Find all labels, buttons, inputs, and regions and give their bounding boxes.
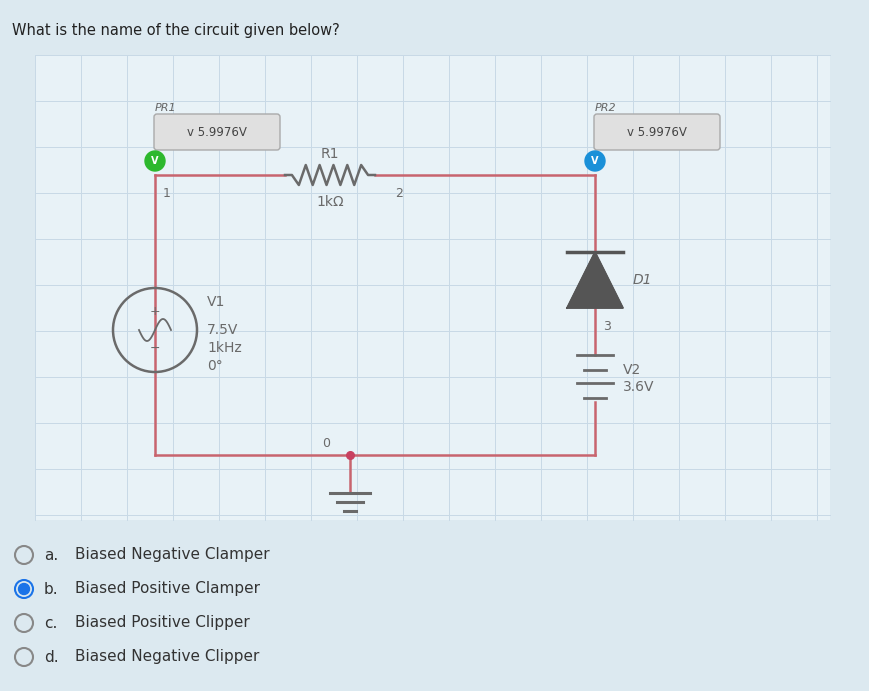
Text: b.: b. xyxy=(44,582,58,596)
Text: What is the name of the circuit given below?: What is the name of the circuit given be… xyxy=(12,23,340,37)
Text: Biased Negative Clamper: Biased Negative Clamper xyxy=(75,547,269,562)
Text: d.: d. xyxy=(44,650,58,665)
FancyBboxPatch shape xyxy=(35,55,830,520)
Circle shape xyxy=(145,151,165,171)
Text: +: + xyxy=(149,305,160,318)
Text: 3.6V: 3.6V xyxy=(623,380,654,394)
Text: PR2: PR2 xyxy=(595,103,617,113)
Text: 3: 3 xyxy=(603,320,611,333)
FancyBboxPatch shape xyxy=(594,114,720,150)
Text: c.: c. xyxy=(44,616,57,630)
Text: 7.5V: 7.5V xyxy=(207,323,238,337)
Text: 1kHz: 1kHz xyxy=(207,341,242,355)
Text: D1: D1 xyxy=(633,273,653,287)
Text: R1: R1 xyxy=(321,147,339,161)
Text: −: − xyxy=(149,343,160,355)
Text: Biased Positive Clamper: Biased Positive Clamper xyxy=(75,582,260,596)
Text: 0°: 0° xyxy=(207,359,222,373)
Text: a.: a. xyxy=(44,547,58,562)
Text: V2: V2 xyxy=(623,363,641,377)
Text: V: V xyxy=(591,156,599,166)
Text: PR1: PR1 xyxy=(155,103,176,113)
Text: v 5.9976V: v 5.9976V xyxy=(187,126,247,138)
Text: V1: V1 xyxy=(207,295,225,309)
Circle shape xyxy=(18,583,30,594)
Polygon shape xyxy=(567,252,623,308)
Text: V: V xyxy=(151,156,159,166)
Circle shape xyxy=(585,151,605,171)
Text: Biased Positive Clipper: Biased Positive Clipper xyxy=(75,616,249,630)
Text: v 5.9976V: v 5.9976V xyxy=(627,126,687,138)
Text: 1kΩ: 1kΩ xyxy=(316,195,344,209)
Text: Biased Negative Clipper: Biased Negative Clipper xyxy=(75,650,259,665)
FancyBboxPatch shape xyxy=(154,114,280,150)
Text: 2: 2 xyxy=(395,187,403,200)
Text: 0: 0 xyxy=(322,437,330,450)
Text: 1: 1 xyxy=(163,187,171,200)
